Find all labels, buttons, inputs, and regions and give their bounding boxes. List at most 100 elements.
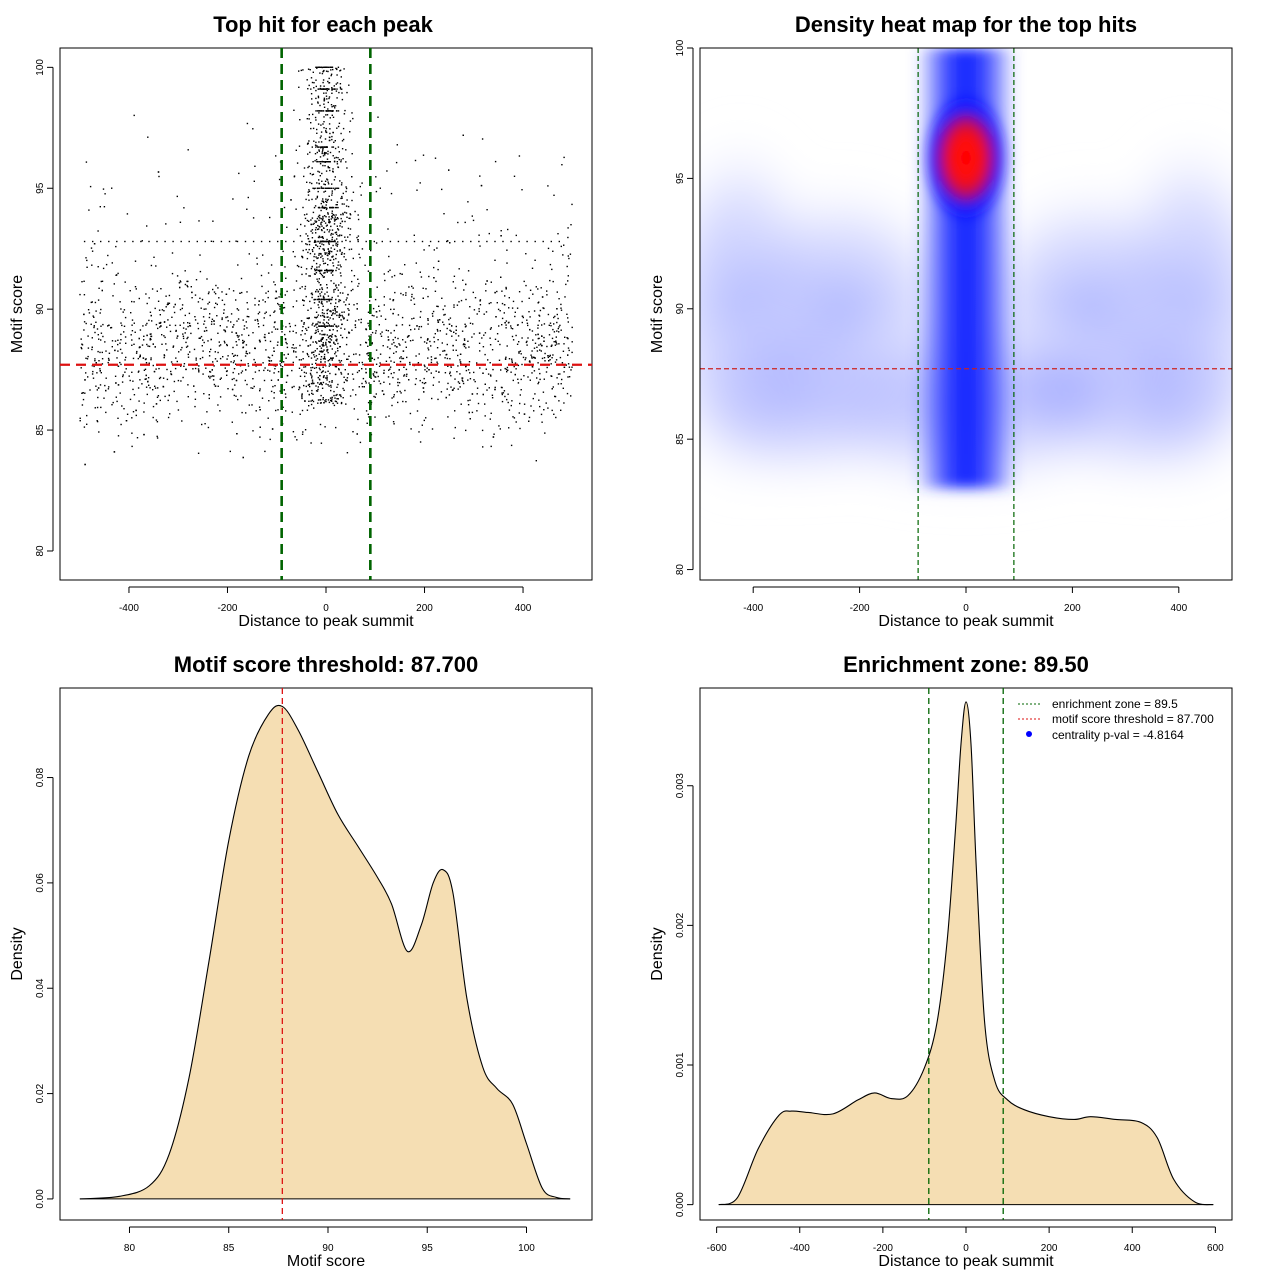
scatter-point bbox=[511, 360, 513, 362]
scatter-point bbox=[494, 160, 497, 163]
scatter-point bbox=[163, 321, 166, 323]
scatter-point bbox=[331, 88, 333, 90]
scatter-point bbox=[199, 337, 201, 339]
scatter-point bbox=[481, 429, 484, 432]
scatter-point bbox=[320, 269, 323, 272]
scatter-point bbox=[424, 369, 426, 371]
scatter-point bbox=[202, 373, 204, 375]
legend-enrichment-zone-label: enrichment zone = 89.5 bbox=[1052, 697, 1178, 711]
scatter-point bbox=[554, 315, 556, 318]
scatter-point bbox=[317, 96, 320, 99]
scatter-point bbox=[328, 77, 330, 80]
scatter-point bbox=[303, 175, 305, 178]
scatter-point bbox=[321, 218, 324, 221]
scatter-point bbox=[405, 346, 407, 348]
x-tick-label: -200 bbox=[873, 1243, 893, 1254]
scatter-point bbox=[328, 97, 330, 100]
scatter-point bbox=[219, 357, 222, 360]
scatter-point bbox=[144, 358, 147, 361]
scatter-point bbox=[86, 266, 88, 268]
scatter-point bbox=[164, 395, 166, 398]
scatter-point bbox=[155, 323, 158, 326]
scatter-point bbox=[286, 226, 288, 228]
scatter-point bbox=[302, 358, 304, 360]
scatter-point bbox=[330, 199, 333, 201]
scatter-point bbox=[302, 431, 304, 433]
scatter-point bbox=[437, 240, 440, 243]
y-tick-label: 0.02 bbox=[35, 1083, 46, 1103]
scatter-point bbox=[328, 385, 330, 387]
scatter-point bbox=[247, 196, 249, 199]
scatter-point bbox=[286, 343, 288, 345]
scatter-point bbox=[262, 299, 264, 301]
scatter-point bbox=[148, 297, 150, 299]
scatter-point bbox=[331, 333, 334, 336]
scatter-point bbox=[310, 337, 312, 340]
scatter-x-axis-label: Distance to peak summit bbox=[238, 613, 414, 630]
scatter-point bbox=[447, 382, 449, 385]
scatter-point bbox=[195, 279, 198, 281]
scatter-point bbox=[324, 269, 326, 272]
scatter-point bbox=[306, 118, 308, 120]
scatter-point bbox=[324, 326, 326, 328]
scatter-point bbox=[322, 295, 325, 297]
scatter-point bbox=[264, 333, 266, 336]
scatter-point bbox=[321, 337, 323, 339]
scatter-point bbox=[484, 383, 486, 385]
scatter-point bbox=[327, 269, 329, 272]
scatter-point bbox=[271, 354, 274, 357]
scatter-point bbox=[322, 398, 324, 401]
scatter-point bbox=[307, 384, 310, 386]
scatter-point bbox=[387, 270, 390, 273]
scatter-point bbox=[334, 105, 337, 107]
scatter-point bbox=[99, 384, 102, 386]
scatter-point bbox=[347, 236, 349, 238]
scatter-point bbox=[489, 328, 492, 330]
scatter-point bbox=[345, 149, 347, 151]
scatter-point bbox=[379, 362, 381, 364]
scatter-point bbox=[311, 389, 313, 392]
scatter-point bbox=[558, 326, 560, 328]
scatter-point bbox=[566, 337, 568, 339]
scatter-point bbox=[453, 275, 456, 277]
scatter-point bbox=[361, 386, 364, 388]
scatter-point bbox=[316, 266, 318, 268]
scatter-point bbox=[530, 405, 532, 407]
scatter-point bbox=[454, 426, 456, 429]
scatter-point bbox=[242, 346, 245, 348]
scatter-point bbox=[209, 313, 211, 315]
scatter-point bbox=[131, 339, 133, 341]
scatter-point bbox=[318, 183, 320, 185]
scatter-point bbox=[244, 240, 247, 243]
scatter-point bbox=[102, 188, 105, 190]
scatter-point bbox=[320, 338, 323, 340]
scatter-point bbox=[347, 308, 349, 310]
scatter-point bbox=[139, 329, 142, 331]
scatter-point bbox=[433, 277, 435, 279]
scatter-point bbox=[315, 324, 317, 326]
scatter-point bbox=[319, 104, 321, 107]
scatter-point bbox=[347, 293, 349, 296]
scatter-point bbox=[561, 378, 563, 381]
scatter-point bbox=[378, 365, 381, 367]
scatter-point bbox=[345, 343, 348, 346]
scatter-point bbox=[117, 417, 119, 419]
scatter-point bbox=[179, 286, 181, 289]
scatter-point bbox=[340, 213, 342, 216]
scatter-point bbox=[376, 316, 378, 318]
scatter-point bbox=[193, 385, 195, 387]
scatter-point bbox=[325, 399, 327, 401]
scatter-point bbox=[207, 340, 209, 342]
scatter-point bbox=[276, 328, 279, 330]
scatter-point bbox=[310, 357, 313, 359]
scatter-point bbox=[365, 368, 367, 370]
scatter-point bbox=[465, 429, 467, 432]
scatter-point bbox=[420, 336, 422, 339]
scatter-point bbox=[120, 423, 122, 426]
scatter-point bbox=[131, 417, 133, 419]
scatter-point bbox=[559, 373, 561, 375]
scatter-point bbox=[179, 308, 182, 311]
scatter-point bbox=[177, 379, 180, 382]
scatter-point bbox=[321, 66, 323, 68]
scatter-point bbox=[147, 380, 149, 383]
